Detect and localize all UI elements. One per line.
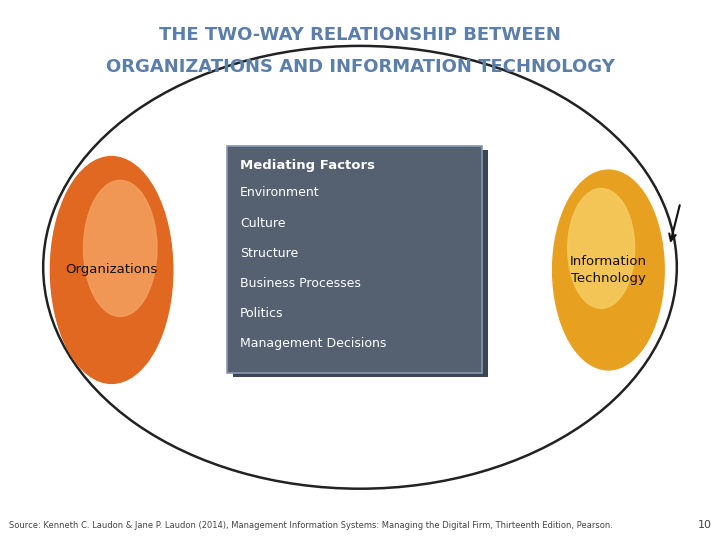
FancyBboxPatch shape	[227, 146, 482, 373]
Text: Management Decisions: Management Decisions	[240, 338, 386, 350]
Text: Business Processes: Business Processes	[240, 277, 361, 290]
Text: Information
Technology: Information Technology	[570, 255, 647, 285]
Text: Culture: Culture	[240, 217, 285, 230]
Ellipse shape	[553, 170, 664, 370]
FancyBboxPatch shape	[233, 150, 488, 377]
Text: ORGANIZATIONS AND INFORMATION TECHNOLOGY: ORGANIZATIONS AND INFORMATION TECHNOLOGY	[106, 58, 614, 77]
Text: Mediating Factors: Mediating Factors	[240, 159, 374, 172]
Text: THE TWO-WAY RELATIONSHIP BETWEEN: THE TWO-WAY RELATIONSHIP BETWEEN	[159, 26, 561, 44]
Text: Structure: Structure	[240, 247, 298, 260]
Text: Environment: Environment	[240, 186, 320, 199]
Ellipse shape	[567, 188, 635, 308]
Ellipse shape	[84, 180, 157, 316]
Text: 10: 10	[698, 520, 711, 530]
Text: Politics: Politics	[240, 307, 283, 320]
Text: Source: Kenneth C. Laudon & Jane P. Laudon (2014), Management Information System: Source: Kenneth C. Laudon & Jane P. Laud…	[9, 521, 613, 530]
Text: Organizations: Organizations	[66, 264, 158, 276]
Ellipse shape	[50, 157, 173, 383]
